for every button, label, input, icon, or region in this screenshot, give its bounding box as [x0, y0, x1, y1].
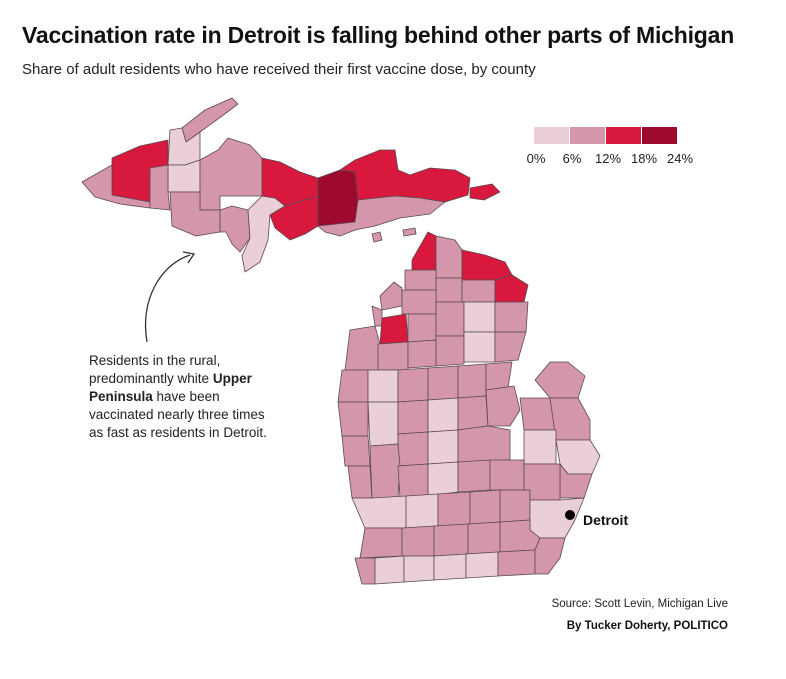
county-lake: [367, 369, 399, 403]
county-menominee: [219, 205, 251, 253]
county-ogemaw: [463, 331, 496, 363]
legend-tick: 12%: [594, 151, 622, 166]
county-emmet: [411, 231, 437, 271]
annotation-emphasis: Upper Peninsula: [89, 371, 252, 404]
county-muskegon: [341, 435, 371, 467]
county-grand-traverse: [379, 313, 409, 345]
county-jackson: [467, 521, 501, 555]
county-lenawee: [497, 549, 536, 577]
county-mason: [337, 369, 369, 403]
county-montcalm: [397, 431, 429, 467]
county-leelanau: [379, 281, 403, 311]
county-alcona: [494, 301, 529, 333]
county-osceola: [397, 367, 429, 403]
source-note: Source: Scott Levin, Michigan Live: [551, 598, 728, 610]
county-oceana: [337, 401, 369, 437]
legend: 0% 6% 12% 18% 24%: [527, 127, 693, 167]
county-shiawassee: [457, 459, 491, 493]
county-newaygo: [367, 401, 399, 447]
county-crawford: [435, 301, 465, 337]
legend-tick: 24%: [666, 151, 694, 166]
county-st-joseph: [403, 555, 435, 583]
county-huron: [534, 361, 586, 399]
county-ottawa: [347, 465, 373, 499]
county-cass: [374, 555, 405, 585]
county-wexford: [377, 341, 409, 371]
county-drummond-island: [469, 183, 501, 201]
legend-swatch-4: [642, 127, 678, 144]
county-allegan: [351, 495, 407, 529]
legend-tick: 18%: [630, 151, 658, 166]
county-barry: [405, 493, 439, 529]
county-branch: [433, 553, 467, 581]
county-kalkaska: [407, 313, 437, 343]
county-wayne: [529, 497, 585, 539]
island-beaver: [371, 231, 383, 243]
county-livingston: [499, 489, 531, 523]
county-lapeer: [523, 429, 557, 465]
annotation-arrowhead-icon: [182, 251, 196, 264]
county-manistee: [344, 325, 381, 371]
county-clinton: [427, 461, 459, 497]
legend-swatch-1: [534, 127, 570, 144]
county-benzie: [371, 305, 383, 327]
county-oscoda: [463, 301, 496, 333]
detroit-marker-icon: [565, 510, 575, 520]
county-genesee: [489, 459, 525, 491]
county-alpena: [494, 274, 529, 303]
county-isabella: [427, 397, 459, 433]
county-missaukee: [407, 339, 437, 369]
county-antrim: [401, 289, 437, 315]
city-label-detroit: Detroit: [583, 512, 629, 528]
county-montmorency: [461, 279, 496, 303]
credit-line: By Tucker Doherty, POLITICO: [566, 620, 728, 632]
county-chippewa: [339, 149, 471, 203]
annotation-arrow: [145, 254, 191, 343]
county-ingham: [469, 489, 501, 525]
legend-swatch-3: [606, 127, 642, 144]
annotation-text-before: Residents in the rural, predominantly wh…: [89, 353, 221, 386]
annotation: Residents in the rural, predominantly wh…: [89, 352, 279, 442]
county-mecosta: [397, 399, 429, 435]
county-baraga: [167, 159, 201, 193]
chart-subtitle: Share of adult residents who have receiv…: [22, 61, 536, 78]
county-van-buren: [359, 527, 403, 559]
county-otsego: [435, 277, 463, 303]
county-ionia: [397, 463, 429, 499]
county-saginaw: [457, 425, 511, 463]
chart-title: Vaccination rate in Detroit is falling b…: [22, 22, 735, 48]
legend-tick: 6%: [562, 151, 582, 166]
county-gratiot: [427, 429, 459, 465]
county-midland: [457, 395, 489, 431]
upper-peninsula: [81, 97, 501, 273]
county-kalamazoo: [401, 525, 435, 557]
county-luce: [317, 169, 359, 227]
county-berrien: [354, 557, 376, 585]
county-kent: [369, 443, 401, 499]
county-iosco: [494, 331, 527, 363]
county-marquette: [199, 137, 263, 211]
legend-swatch-2: [570, 127, 606, 144]
county-presque-isle: [461, 249, 513, 281]
county-roscommon: [435, 335, 465, 367]
annotation-text-after: have been vaccinated nearly three times …: [89, 389, 267, 440]
legend-tick: 0%: [526, 151, 546, 166]
county-arenac: [485, 361, 513, 391]
lower-peninsula: [337, 231, 601, 585]
county-monroe: [534, 537, 566, 575]
island-bois-blanc: [402, 227, 417, 237]
county-calhoun: [433, 523, 469, 557]
county-mackinac: [317, 195, 446, 237]
county-keweenaw: [181, 97, 239, 143]
county-eaton: [437, 491, 471, 527]
county-cheboygan: [435, 235, 463, 279]
county-bay: [485, 385, 521, 427]
county-charlevoix: [404, 269, 437, 291]
county-hillsdale: [465, 551, 499, 579]
county-clare: [427, 365, 459, 401]
county-gladwin: [457, 363, 487, 399]
county-iron: [149, 164, 171, 211]
